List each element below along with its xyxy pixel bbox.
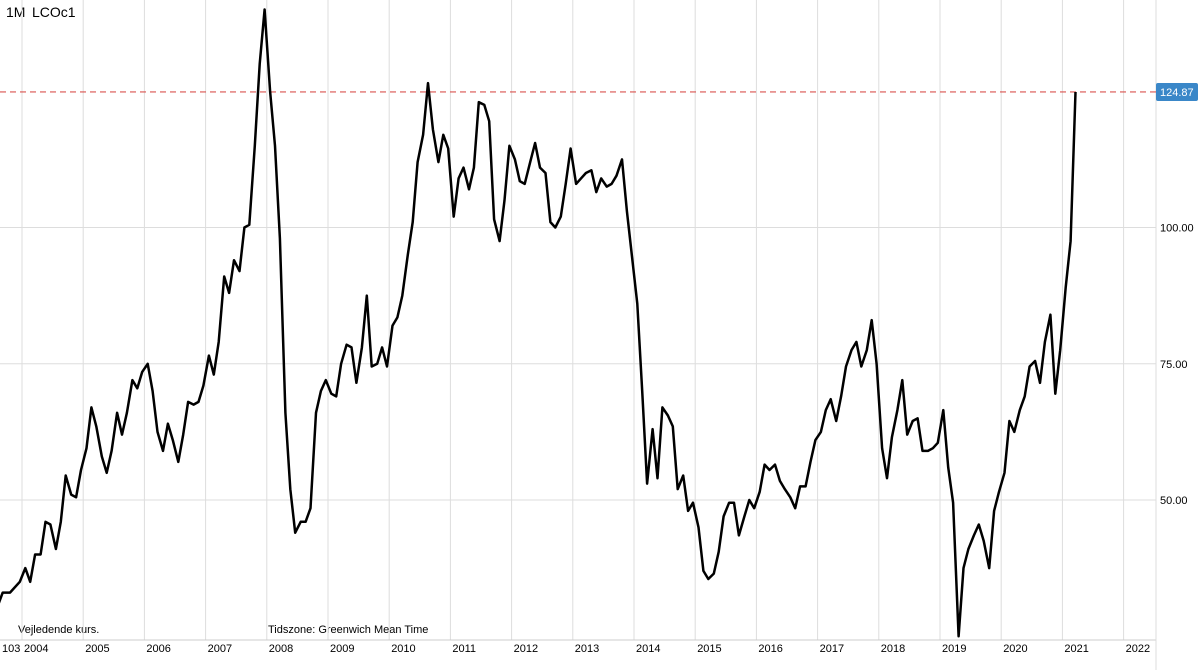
x-tick-2017: 2017 <box>820 643 844 655</box>
last-price-badge: 124.87 <box>1156 82 1198 101</box>
y-tick-50: 50.00 <box>1160 495 1188 507</box>
y-axis-tick-labels: 50.00 75.00 100.00 <box>1160 223 1194 508</box>
x-tick-2011: 2011 <box>452 643 476 655</box>
x-tick-2014: 2014 <box>636 643 660 655</box>
x-tick-2012: 2012 <box>514 643 538 655</box>
x-tick-2022: 2022 <box>1126 643 1150 655</box>
x-tick-2015: 2015 <box>697 643 721 655</box>
last-price-badge-label: 124.87 <box>1160 87 1194 99</box>
x-axis-tick-labels: 103 2004 2005 2006 2007 2008 2009 2010 2011 2012 2… <box>2 643 1150 655</box>
x-tick-2004: 2004 <box>24 643 48 655</box>
x-tick-2008: 2008 <box>269 643 293 655</box>
header-interval[interactable]: 1M <box>6 4 26 20</box>
timezone-note: Tidszone: Greenwich Mean Time <box>268 624 429 636</box>
x-tick-2013: 2013 <box>575 643 599 655</box>
x-tick-2009: 2009 <box>330 643 354 655</box>
grid-horizontal-lines <box>0 227 1156 501</box>
price-series-line <box>0 8 1077 638</box>
x-tick-2018: 2018 <box>881 643 905 655</box>
header-symbol[interactable]: LCOc1 <box>32 4 76 20</box>
x-tick-2020: 2020 <box>1003 643 1027 655</box>
grid-vertical-lines <box>21 0 1125 640</box>
last-price-badge-box <box>1156 82 1198 101</box>
y-tick-75: 75.00 <box>1160 359 1188 371</box>
x-tick-2006: 2006 <box>146 643 170 655</box>
x-tick-2005: 2005 <box>85 643 109 655</box>
x-tick-2010: 2010 <box>391 643 415 655</box>
x-tick-2007: 2007 <box>208 643 232 655</box>
y-tick-100: 100.00 <box>1160 223 1194 235</box>
x-tick-2019: 2019 <box>942 643 966 655</box>
x-tick-103: 103 <box>2 643 20 655</box>
indicative-note: Vejledende kurs. <box>18 624 100 636</box>
x-tick-2021: 2021 <box>1064 643 1088 655</box>
x-tick-2016: 2016 <box>758 643 782 655</box>
